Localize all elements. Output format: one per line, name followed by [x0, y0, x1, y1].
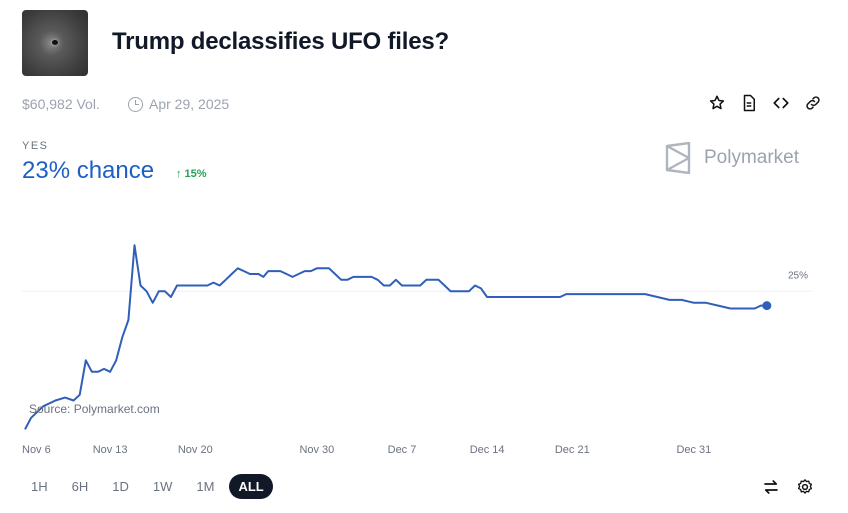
chance-value: 23% chance: [22, 157, 155, 184]
series-end-point: [762, 301, 772, 311]
market-thumbnail: [22, 10, 88, 76]
swap-arrows-icon[interactable]: [762, 478, 780, 496]
end-date: Apr 29, 2025: [128, 96, 229, 112]
timeframe-1w[interactable]: 1W: [152, 479, 173, 494]
x-tick-label: Nov 20: [178, 444, 213, 456]
source-label: Source: Polymarket.com: [29, 402, 160, 416]
clock-icon: [128, 96, 143, 112]
x-tick-label: Dec 21: [555, 444, 590, 456]
timeframe-1d[interactable]: 1D: [112, 479, 129, 494]
timeframe-selector: 1H 6H 1D 1W 1M ALL: [22, 474, 273, 499]
polymarket-brand: Polymarket: [664, 142, 799, 174]
page-title: Trump declassifies UFO files?: [112, 28, 449, 55]
outcome-label: YES: [22, 140, 49, 152]
end-date-label: Apr 29, 2025: [149, 96, 230, 112]
end-value-label: 25%: [788, 270, 808, 281]
x-tick-label: Nov 6: [22, 444, 51, 456]
timeframe-6h[interactable]: 6H: [71, 479, 89, 494]
link-icon[interactable]: [804, 94, 822, 112]
price-chart: 25% Nov 6 Nov 13 Nov 20 Nov 30 Dec 7 Dec 14 Dec…: [22, 244, 812, 456]
star-icon[interactable]: [708, 94, 726, 112]
x-tick-label: Dec 14: [470, 444, 505, 456]
x-tick-label: Dec 31: [676, 444, 711, 456]
chance-delta: ↑ 15%: [176, 168, 207, 180]
volume-text: $60,982 Vol.: [22, 96, 100, 112]
x-tick-label: Nov 13: [93, 444, 128, 456]
embed-code-icon[interactable]: [772, 94, 790, 112]
ufo-object: [52, 40, 58, 45]
header-toolbar: [708, 94, 822, 112]
x-tick-label: Dec 7: [388, 444, 417, 456]
gear-icon[interactable]: [796, 478, 814, 496]
timeframe-1h[interactable]: 1H: [31, 479, 48, 494]
timeframe-1m[interactable]: 1M: [196, 479, 215, 494]
timeframe-all[interactable]: ALL: [229, 474, 273, 499]
chart-toolbar: [762, 478, 814, 496]
polymarket-logo-icon: [665, 142, 691, 174]
x-tick-label: Nov 30: [299, 444, 334, 456]
series-line: [24, 244, 767, 430]
brand-name: Polymarket: [704, 147, 800, 168]
document-icon[interactable]: [740, 94, 758, 112]
